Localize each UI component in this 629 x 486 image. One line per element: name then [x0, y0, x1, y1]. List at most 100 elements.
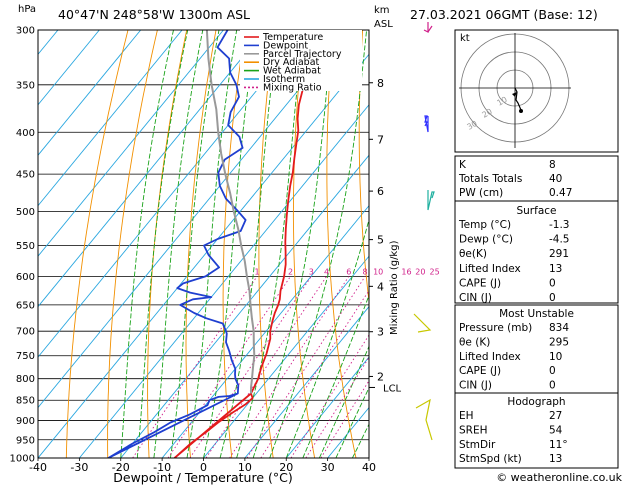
unstable-row-2-value: 10 [549, 351, 562, 363]
plot-axes: 3003504004505005506006507007508008509009… [10, 26, 402, 475]
hodo-row-3-label: StmSpd (kt) [459, 453, 522, 465]
wet-adiabat--4 [186, 30, 238, 458]
p-tick-550: 550 [16, 241, 35, 252]
legend-entry-1: Dewpoint [263, 40, 308, 51]
p-tick-650: 650 [16, 300, 35, 311]
isotherm--80 [38, 30, 224, 257]
km-tick-7: 7 [377, 133, 384, 146]
hodo-row-3-value: 13 [549, 453, 562, 465]
surface-row-1-label: Dewp (°C) [459, 234, 513, 246]
hodograph: kt 10 20 30 [454, 29, 619, 153]
p-tick-300: 300 [16, 26, 35, 37]
p-tick-750: 750 [16, 351, 35, 362]
p-tick-1000: 1000 [10, 454, 35, 465]
isotherm--10 [161, 205, 369, 458]
mixing-ratio-line-8 [246, 276, 366, 458]
wet-adiabat--16 [136, 30, 189, 458]
skewt-plot: 3003504004505005506006507007508008509009… [10, 26, 440, 475]
mixing-ratio-label-8: 8 [363, 267, 368, 276]
mixing-ratio-line-25 [320, 379, 369, 458]
km-tick-8: 8 [377, 77, 384, 90]
background-lines [38, 30, 369, 458]
x-tick-40: 40 [362, 461, 376, 474]
x-tick-10: 10 [238, 461, 252, 474]
date-title: 27.03.2021 06GMT (Base: 12) [410, 7, 598, 22]
surface-row-4-label: CAPE (J) [459, 277, 501, 289]
asl-label: ASL [374, 19, 393, 30]
p-tick-450: 450 [16, 170, 35, 181]
hodograph-ring-label-30: 30 [466, 119, 479, 132]
index-tables: K 8 Totals Totals 40 PW (cm) 0.47 Surface Temp … [454, 155, 619, 469]
dry-adiabat-250 [107, 30, 158, 458]
surface-title: Surface [516, 205, 556, 217]
surface-row-5-label: CIN (J) [459, 292, 492, 304]
mixing-ratio-label-4: 4 [324, 267, 329, 276]
legend-entry-2: Parcel Trajectory [263, 49, 342, 60]
isotherm-10 [244, 305, 369, 458]
surface-row-0-label: Temp (°C) [458, 219, 511, 231]
hodograph-storm-arrow-icon [512, 92, 517, 97]
p-tick-900: 900 [16, 416, 35, 427]
dry-adiabat-290 [258, 30, 276, 458]
isotherm-0 [203, 255, 369, 458]
isotherm--90 [38, 30, 183, 207]
unstable-row-4-value: 0 [549, 380, 556, 392]
mixing-ratio-line-3 [189, 276, 312, 458]
legend-entry-4: Wet Adiabat [263, 66, 321, 77]
wet-adiabat--20 [120, 30, 174, 458]
km-tick-3: 3 [377, 326, 384, 339]
surface-row-3-label: Lifted Index [459, 263, 521, 275]
hodograph-unit-label: kt [460, 33, 470, 44]
surface-row-1-value: -4.5 [549, 234, 570, 246]
wet-adiabat-16 [269, 30, 368, 458]
x-tick-20: 20 [279, 461, 293, 474]
mixing-ratio-axis-title: Mixing Ratio (g/kg) [389, 240, 400, 335]
wind-barb-upper [423, 22, 433, 33]
p-tick-850: 850 [16, 396, 35, 407]
x-tick--20: -20 [112, 461, 130, 474]
mixing-ratio-labels: 1 2 3 4 6 8 10 16 20 25 [254, 267, 439, 276]
p-tick-600: 600 [16, 272, 35, 283]
mixing-ratio-label-25: 25 [430, 267, 440, 276]
km-label: km [374, 5, 390, 16]
isotherm-20 [285, 356, 369, 458]
surface-row-2-value: 291 [549, 248, 569, 260]
mixing-ratio-label-3: 3 [309, 267, 314, 276]
km-tick-2: 2 [377, 370, 384, 383]
p-tick-500: 500 [16, 207, 35, 218]
indices-row-0-label: K [459, 159, 467, 171]
unstable-row-3-value: 0 [549, 365, 556, 377]
p-tick-800: 800 [16, 374, 35, 385]
unstable-row-1-label: θe (K) [459, 336, 490, 348]
hodograph-frame [454, 29, 619, 153]
wind-barb-480 [427, 190, 435, 211]
hodo-row-0-label: EH [459, 410, 474, 422]
indices-row-0-value: 8 [549, 159, 556, 171]
wind-barbs [413, 22, 435, 441]
hodograph-trace [514, 87, 522, 111]
legend-background [240, 30, 362, 91]
location-title: 40°47'N 248°58'W 1300m ASL [58, 7, 250, 22]
indices-row-1-label: Totals Totals [458, 173, 522, 185]
km-tick-4: 4 [377, 280, 384, 293]
mixing-ratio-label-6: 6 [346, 267, 351, 276]
mixing-ratio-line-6 [229, 276, 350, 458]
unstable-row-3-label: CAPE (J) [459, 365, 501, 377]
indices-row-1-value: 40 [549, 173, 562, 185]
indices-row-2-label: PW (cm) [459, 187, 503, 199]
isotherm--60 [38, 30, 307, 358]
wet-adiabat-8 [236, 30, 305, 458]
unstable-row-1-value: 295 [549, 336, 569, 348]
wind-barb-850 [415, 398, 433, 441]
mixing-ratio-label-2: 2 [288, 267, 293, 276]
p-tick-350: 350 [16, 80, 35, 91]
x-tick-0: 0 [200, 461, 207, 474]
isotherm--70 [38, 30, 266, 308]
surface-box [454, 200, 619, 304]
dry-adiabat-260 [147, 30, 188, 458]
surface-row-2-label: θe(K) [459, 248, 487, 260]
hodograph-ring-label-10: 10 [496, 95, 509, 108]
hodo-row-2-label: StmDir [459, 439, 496, 451]
